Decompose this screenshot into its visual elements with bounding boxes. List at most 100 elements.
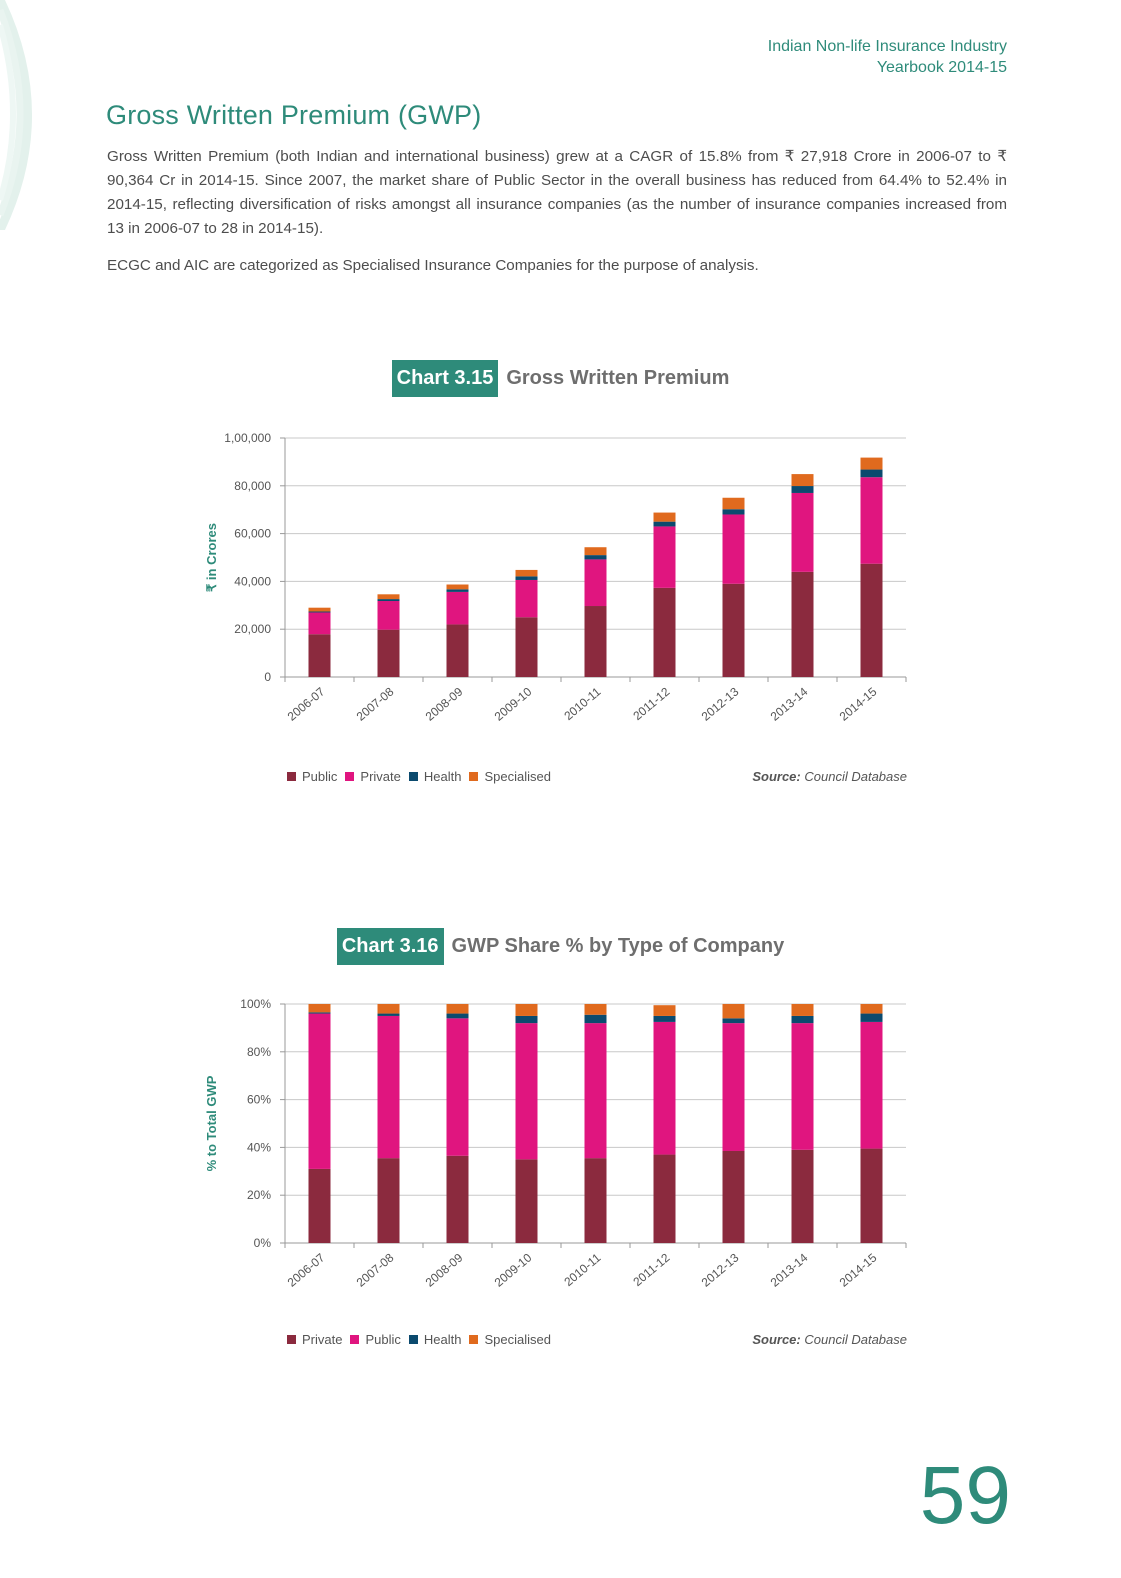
legend-label: Specialised xyxy=(484,1332,551,1347)
legend-item-specialised: Specialised xyxy=(469,769,551,784)
bar-specialised-2012-13 xyxy=(722,497,745,510)
bar-specialised-2006-07 xyxy=(308,607,331,612)
x-tick-label: 2013-14 xyxy=(768,1250,811,1289)
legend-label: Specialised xyxy=(484,769,551,784)
bar-health-2014-15 xyxy=(860,469,883,478)
bar-private-2007-08 xyxy=(377,1158,400,1243)
chart-2-badge: Chart 3.16 xyxy=(336,928,444,965)
bar-private-2009-10 xyxy=(515,579,538,618)
chart-2-legend: Private Public Health Specialised xyxy=(287,1332,551,1347)
bar-public-2012-13 xyxy=(722,583,745,677)
y-tick-label: 40% xyxy=(247,1140,271,1154)
x-tick-label: 2009-10 xyxy=(492,684,535,723)
header-line-2: Yearbook 2014-15 xyxy=(876,59,1007,76)
bar-health-2011-12 xyxy=(653,1015,676,1022)
y-tick-label: 0% xyxy=(254,1236,272,1250)
x-tick-label: 2007-08 xyxy=(354,684,397,723)
bar-public-2014-15 xyxy=(860,1021,883,1149)
bar-specialised-2014-15 xyxy=(860,1004,883,1014)
bar-public-2012-13 xyxy=(722,1023,745,1151)
chart-2-source-text: Council Database xyxy=(804,1332,907,1347)
x-tick-label: 2010-11 xyxy=(561,1250,603,1289)
y-axis-label: ₹ in Crores xyxy=(204,523,219,592)
bar-private-2006-07 xyxy=(308,1168,331,1243)
legend-item-specialised: Specialised xyxy=(469,1332,551,1347)
page-header: Indian Non-life Insurance Industry Yearb… xyxy=(768,36,1007,78)
y-tick-label: 0 xyxy=(264,670,271,684)
y-tick-label: 20,000 xyxy=(234,622,271,636)
x-tick-label: 2012-13 xyxy=(699,1250,742,1289)
bar-public-2007-08 xyxy=(377,1015,400,1159)
bar-specialised-2007-08 xyxy=(377,594,400,600)
bar-health-2009-10 xyxy=(515,576,538,580)
legend-label: Health xyxy=(423,1332,462,1347)
legend-swatch xyxy=(408,1335,418,1344)
y-tick-label: 40,000 xyxy=(234,574,271,588)
gwp-share-bar-chart: 0% 20% 40% 60% 80% 100% % to Total GWP 2006-07 2… xyxy=(204,997,907,1290)
bar-private-2010-11 xyxy=(584,1158,607,1243)
legend-swatch xyxy=(350,1335,360,1344)
decorative-arcs xyxy=(0,0,32,230)
bar-health-2011-12 xyxy=(653,521,676,527)
bar-private-2010-11 xyxy=(584,559,607,607)
legend-swatch xyxy=(345,772,355,781)
bar-health-2012-13 xyxy=(722,509,745,515)
page-number: 59 xyxy=(919,1450,1011,1541)
bar-private-2009-10 xyxy=(515,1159,538,1243)
bar-private-2008-09 xyxy=(446,591,469,625)
bar-public-2010-11 xyxy=(584,1023,607,1159)
bar-public-2009-10 xyxy=(515,617,538,677)
legend-label: Private xyxy=(360,769,401,784)
bar-health-2008-09 xyxy=(446,1013,469,1019)
bar-health-2012-13 xyxy=(722,1018,745,1024)
bar-specialised-2010-11 xyxy=(584,1004,607,1015)
y-tick-label: 20% xyxy=(247,1188,271,1202)
legend-item-public: Public xyxy=(287,769,337,784)
bar-public-2007-08 xyxy=(377,629,400,677)
x-tick-label: 2011-12 xyxy=(630,1250,672,1289)
bar-specialised-2014-15 xyxy=(860,457,883,470)
legend-item-public: Public xyxy=(350,1332,401,1347)
chart-1-source-label: Source: xyxy=(752,769,801,784)
bar-public-2010-11 xyxy=(584,606,607,677)
paragraph-specialised-note: ECGC and AIC are categorized as Speciali… xyxy=(107,257,759,274)
bar-specialised-2007-08 xyxy=(377,1004,400,1014)
legend-swatch xyxy=(469,772,479,781)
legend-label: Private xyxy=(302,1332,343,1347)
bar-specialised-2011-12 xyxy=(653,512,676,522)
bar-private-2013-14 xyxy=(791,1149,814,1243)
bar-specialised-2010-11 xyxy=(584,547,607,556)
legend-item-private: Private xyxy=(345,769,401,784)
legend-item-health: Health xyxy=(408,1332,462,1347)
legend-item-private: Private xyxy=(287,1332,342,1347)
bar-private-2012-13 xyxy=(722,1150,745,1243)
bar-public-2006-07 xyxy=(308,634,331,677)
y-tick-label: 80% xyxy=(247,1045,271,1059)
x-tick-label: 2010-11 xyxy=(561,684,603,723)
x-tick-label: 2009-10 xyxy=(492,1250,535,1289)
chart-1-source: Source: Council Database xyxy=(752,769,907,784)
chart-2-heading: Chart 3.16 GWP Share % by Type of Company xyxy=(0,928,1121,965)
bar-public-2013-14 xyxy=(791,1023,814,1150)
bar-health-2006-07 xyxy=(308,1012,331,1014)
bar-specialised-2013-14 xyxy=(791,474,814,487)
chart-2-source: Source: Council Database xyxy=(752,1332,907,1347)
legend-label: Public xyxy=(302,769,338,784)
bar-private-2014-15 xyxy=(860,1148,883,1243)
x-tick-label: 2012-13 xyxy=(699,684,742,723)
bar-specialised-2013-14 xyxy=(791,1004,814,1016)
bar-private-2007-08 xyxy=(377,600,400,630)
chart-1-legend: Public Private Health Specialised xyxy=(287,769,551,784)
y-axis-label: % to Total GWP xyxy=(204,1075,219,1171)
y-tick-label: 60,000 xyxy=(234,527,271,541)
x-tick-label: 2014-15 xyxy=(837,684,880,723)
bar-specialised-2011-12 xyxy=(653,1005,676,1016)
chart-1-source-text: Council Database xyxy=(804,769,907,784)
bar-public-2006-07 xyxy=(308,1013,331,1169)
bar-public-2011-12 xyxy=(653,587,676,677)
legend-swatch xyxy=(408,772,418,781)
bar-health-2007-08 xyxy=(377,1013,400,1016)
x-tick-label: 2013-14 xyxy=(768,684,811,723)
bar-health-2013-14 xyxy=(791,1015,814,1024)
legend-swatch xyxy=(287,1335,296,1344)
